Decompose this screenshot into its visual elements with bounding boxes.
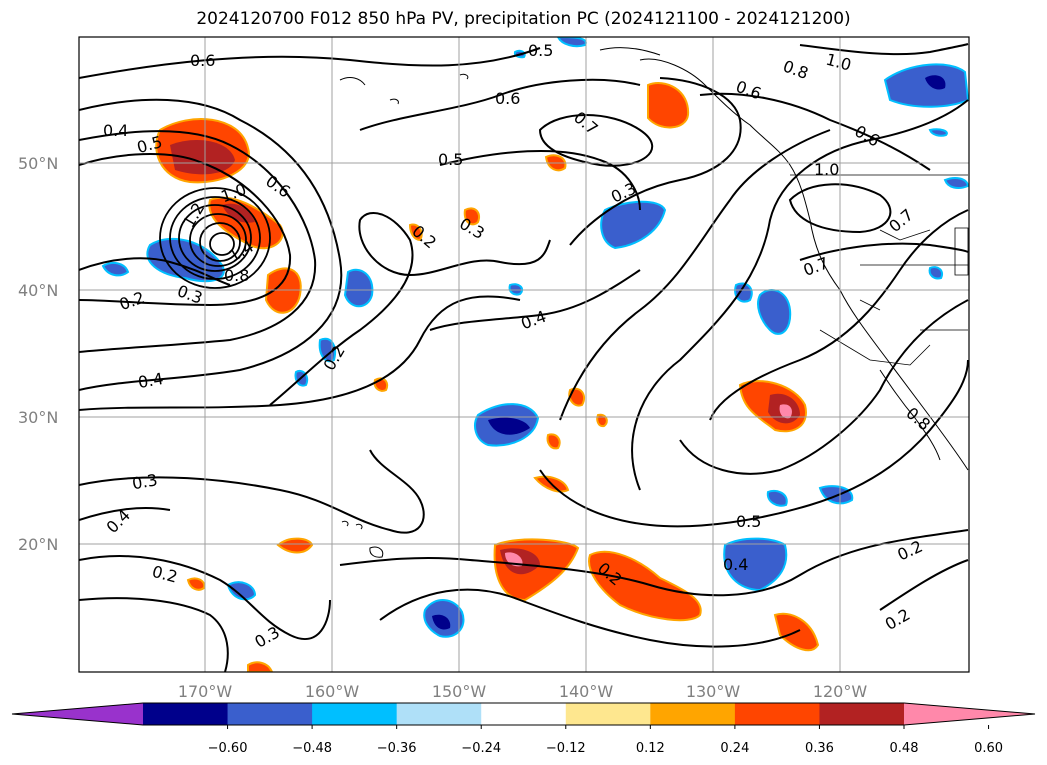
colorbar-segment bbox=[734, 703, 820, 725]
colorbar-tick-label: −0.48 bbox=[292, 741, 332, 756]
colorbar-tick-label: 0.24 bbox=[720, 741, 749, 756]
precip-positive-region bbox=[186, 577, 206, 591]
longitude-labels: 170°W 160°W 150°W 140°W 130°W 120°W bbox=[178, 682, 868, 701]
colorbar-extend-high bbox=[904, 703, 1035, 725]
precip-positive-region bbox=[546, 433, 561, 450]
contour-label: 0.4 bbox=[136, 369, 164, 392]
contour-label: 0.5 bbox=[736, 512, 761, 531]
precip-negative-region bbox=[101, 261, 130, 277]
contour-label: 0.3 bbox=[131, 470, 159, 493]
colorbar-tick-label: 0.36 bbox=[805, 741, 834, 756]
colorbar-segment bbox=[227, 703, 313, 725]
precip-negative-core bbox=[488, 417, 530, 435]
precip-negative-region bbox=[226, 581, 257, 601]
lon-label-140w: 140°W bbox=[559, 682, 614, 701]
precip-negative-region bbox=[757, 289, 792, 335]
precip-negative-core bbox=[432, 614, 451, 630]
colorbar-segment bbox=[650, 703, 736, 725]
precip-positive-region bbox=[276, 537, 314, 554]
colorbar-segment bbox=[481, 703, 567, 725]
map-title: 2024120700 F012 850 hPa PV, precipitatio… bbox=[196, 9, 851, 29]
colorbar-tick-label: 0.48 bbox=[890, 741, 919, 756]
precip-negative-region bbox=[723, 537, 788, 592]
colorbar-tick-label: −0.36 bbox=[377, 741, 417, 756]
colorbar-segment bbox=[312, 703, 398, 725]
precip-positive-region bbox=[408, 223, 423, 242]
contour-label: 1.0 bbox=[814, 160, 839, 179]
colorbar-segment bbox=[143, 703, 229, 725]
borders bbox=[790, 174, 969, 366]
coastlines bbox=[339, 47, 969, 558]
colorbar-segment bbox=[819, 703, 905, 725]
precip-positive-region bbox=[247, 661, 274, 672]
contour-label: 0.8 bbox=[224, 266, 249, 285]
lon-label-160w: 160°W bbox=[305, 682, 360, 701]
contour-label: 0.6 bbox=[190, 51, 215, 70]
colorbar-segment bbox=[396, 703, 482, 725]
precip-positive-region bbox=[264, 267, 302, 314]
lat-label-20n: 20°N bbox=[18, 535, 58, 554]
contour-label: 0.6 bbox=[495, 89, 520, 108]
cyclone-contours bbox=[159, 187, 271, 289]
contour-label: 0.5 bbox=[438, 150, 463, 169]
precip-positive-region bbox=[596, 413, 608, 428]
lat-label-50n: 50°N bbox=[18, 154, 58, 173]
precip-negative-region bbox=[766, 489, 788, 507]
contour-label: 0.4 bbox=[103, 121, 128, 140]
lon-label-120w: 120°W bbox=[813, 682, 868, 701]
lat-label-40n: 40°N bbox=[18, 281, 58, 300]
precip-positive-core bbox=[170, 140, 235, 175]
colorbar-tick-label: −0.24 bbox=[461, 741, 501, 756]
colorbar: −0.60 −0.48 −0.36 −0.24 −0.12 0.12 0.24 0.36 0.4… bbox=[11, 702, 1036, 756]
precip-positive-region bbox=[588, 550, 702, 622]
lat-label-30n: 30°N bbox=[18, 408, 58, 427]
colorbar-tick-label: −0.12 bbox=[546, 741, 586, 756]
latitude-labels: 50°N 40°N 30°N 20°N bbox=[18, 154, 58, 554]
precip-negative-region bbox=[928, 128, 948, 137]
colorbar-segment bbox=[565, 703, 651, 725]
precip-negative-region bbox=[508, 283, 524, 296]
contour-label: 0.4 bbox=[723, 555, 748, 574]
colorbar-tick-label: 0.60 bbox=[974, 741, 1003, 756]
precip-negative-core bbox=[925, 75, 946, 90]
map-frame bbox=[78, 36, 970, 673]
precip-negative-region bbox=[318, 337, 336, 363]
lon-label-150w: 150°W bbox=[432, 682, 487, 701]
graticule bbox=[79, 37, 969, 672]
precip-positive-region bbox=[463, 207, 480, 226]
precip-negative-region bbox=[928, 266, 943, 280]
lon-label-170w: 170°W bbox=[178, 682, 233, 701]
precip-negative-region bbox=[943, 177, 969, 189]
colorbar-tick-label: 0.12 bbox=[636, 741, 665, 756]
colorbar-extend-low bbox=[12, 703, 143, 725]
contour-label: 0.5 bbox=[528, 41, 553, 60]
lon-label-130w: 130°W bbox=[686, 682, 741, 701]
precip-positive-peak bbox=[779, 404, 792, 419]
colorbar-tick-label: −0.60 bbox=[208, 741, 248, 756]
colorbar-outline bbox=[11, 702, 1036, 726]
pv-contours bbox=[79, 43, 969, 672]
precip-negative-region bbox=[343, 268, 374, 308]
precip-positive-region bbox=[647, 82, 690, 129]
